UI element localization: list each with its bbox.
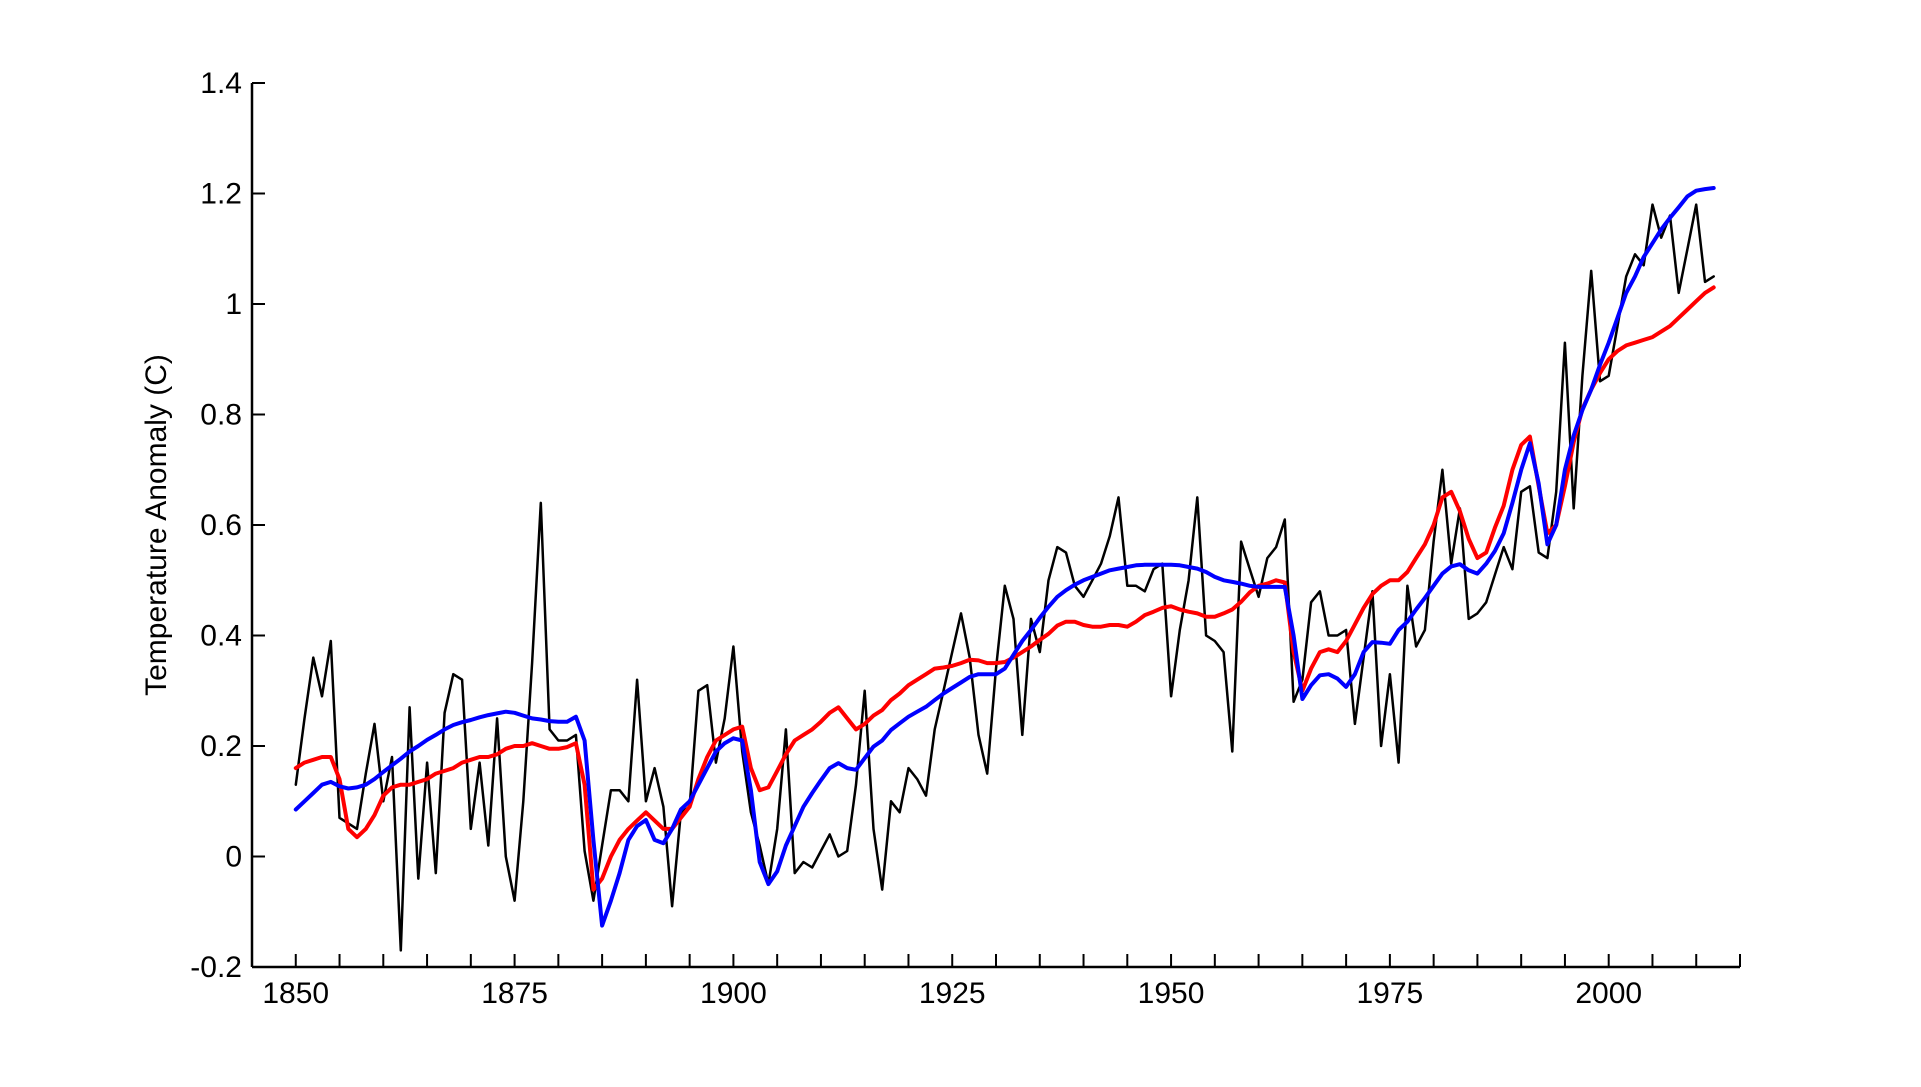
y-axis-tick-labels: -0.2 0 0.2 0.4 0.6 0.8 1 1.2 1.4 <box>190 67 242 984</box>
x-tick-label: 1950 <box>1138 977 1205 1010</box>
x-axis-tick-labels: 1850 1875 1900 1925 1950 1975 2000 <box>262 977 1642 1010</box>
x-tick-label: 2000 <box>1575 977 1642 1010</box>
y-tick-label: 0 <box>225 841 242 874</box>
y-tick-label: -0.2 <box>190 951 242 984</box>
x-tick-label: 1875 <box>481 977 548 1010</box>
y-tick-label: 1 <box>225 288 242 321</box>
blue-smoothed-line <box>293 186 1716 928</box>
y-tick-label: 0.6 <box>200 509 242 542</box>
y-tick-label: 1.2 <box>200 178 242 211</box>
data-series-lines <box>293 186 1716 952</box>
x-tick-label: 1900 <box>700 977 767 1010</box>
x-tick-label: 1850 <box>262 977 329 1010</box>
y-tick-label: 0.2 <box>200 730 242 763</box>
x-axis-ticks <box>251 954 1741 967</box>
y-axis-ticks <box>252 82 265 968</box>
y-axis-title: Temperature Anomaly (C) <box>140 354 173 696</box>
red-smoothed-line <box>293 285 1716 892</box>
y-tick-label: 1.4 <box>200 67 242 100</box>
annual-series-line <box>294 203 1715 952</box>
x-tick-label: 1975 <box>1357 977 1424 1010</box>
y-tick-label: 0.4 <box>200 620 242 653</box>
x-tick-label: 1925 <box>919 977 986 1010</box>
y-tick-label: 0.8 <box>200 399 242 432</box>
